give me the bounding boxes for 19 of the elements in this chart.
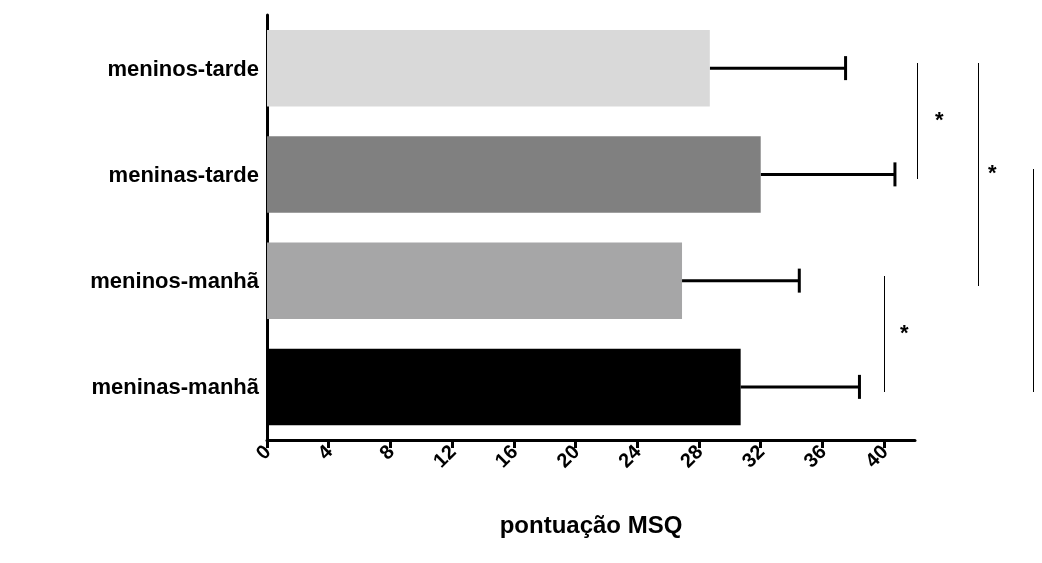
x-axis-title: pontuação MSQ — [499, 510, 683, 538]
x-tick-label: 20 — [552, 440, 584, 472]
y-tick-label: meninas-manhã — [91, 374, 260, 400]
y-tick-label: meninos-manhã — [90, 268, 260, 294]
y-tick-label: meninas-tarde — [108, 161, 259, 187]
text: * — [935, 107, 944, 134]
x-tick-label: 8 — [374, 440, 399, 464]
x-tick-label: 36 — [798, 440, 831, 472]
annotation: * — [900, 319, 909, 346]
x-tick-label: 0 — [251, 440, 275, 464]
x-tick-label: 32 — [737, 440, 769, 472]
y-tick-label: meninos-tarde — [107, 55, 259, 81]
text: * — [988, 160, 997, 187]
x-tick-label: 28 — [675, 440, 707, 472]
x-tick-label: 12 — [428, 440, 460, 472]
x-tick-label: 16 — [490, 440, 522, 472]
x-tick-label: 40 — [860, 440, 892, 472]
x-tick-label: 24 — [613, 440, 646, 472]
x-tick-label: 4 — [313, 440, 337, 464]
